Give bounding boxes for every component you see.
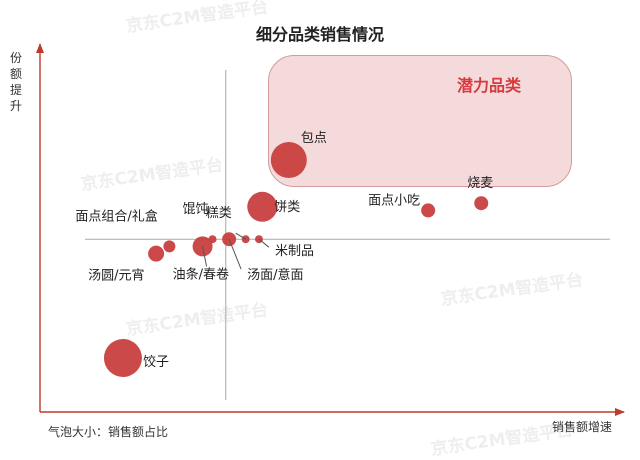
bubble-面点小吃 bbox=[421, 203, 436, 218]
chart-title: 细分品类销售情况 bbox=[255, 25, 384, 44]
bubble-label: 面点小吃 bbox=[368, 192, 420, 208]
bubble-label: 米制品 bbox=[275, 244, 314, 259]
bubble-label: 面点组合/礼盒 bbox=[75, 208, 157, 224]
leader-line bbox=[228, 239, 242, 270]
bubble-size-note: 气泡大小：销售额占比 bbox=[48, 425, 169, 439]
bubble-汤圆/元宵 bbox=[148, 245, 165, 262]
bubble-面点组合/礼盒 bbox=[163, 240, 176, 253]
leader-line bbox=[202, 246, 208, 267]
bubble-饼类 bbox=[247, 191, 278, 222]
bubble-包点 bbox=[270, 142, 307, 178]
bubble-label: 包点 bbox=[301, 131, 327, 146]
bubble-label: 油条/春卷 bbox=[173, 266, 229, 282]
highlight-label: 潜力品类 bbox=[457, 76, 522, 95]
chart-canvas: 京东C2M智造平台 京东C2M智造平台 京东C2M智造平台 京东C2M智造平台 … bbox=[9, 0, 625, 460]
potential-category-highlight bbox=[268, 55, 572, 187]
bubble-label: 饼类 bbox=[274, 200, 300, 215]
bubble-label: 烧麦 bbox=[467, 176, 493, 191]
leader-line bbox=[235, 232, 246, 240]
x-axis-label: 销售额增速 bbox=[551, 420, 612, 434]
bubble-饺子 bbox=[103, 339, 142, 377]
bubble-label: 饺子 bbox=[143, 355, 169, 370]
bubble-label: 馄饨 bbox=[183, 202, 209, 217]
bubble-label: 糕类 bbox=[206, 206, 232, 221]
bubble-label: 汤面/意面 bbox=[247, 267, 303, 283]
bubble-烧麦 bbox=[474, 196, 489, 211]
y-axis-label: 份额提升 bbox=[9, 51, 22, 113]
leader-line bbox=[258, 238, 270, 248]
bubble-label: 汤圆/元宵 bbox=[88, 268, 144, 284]
